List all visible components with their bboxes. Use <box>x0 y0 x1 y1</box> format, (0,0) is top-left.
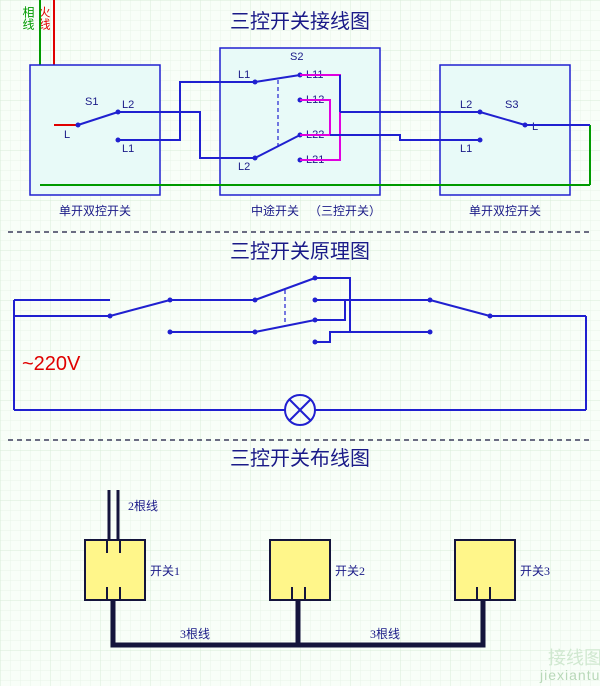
title-routing: 三控开关布线图 <box>230 447 370 470</box>
diagram-canvas: 三控开关接线图 相线 火线 L S1 L2 L1 L1 L2 S2 L11 L1… <box>0 0 600 686</box>
s3-label: S3 <box>505 99 518 111</box>
s3-L2-label: L2 <box>460 99 472 111</box>
s1-label: S1 <box>85 96 98 108</box>
neutral-wire-label: 相线 <box>21 6 35 30</box>
mid-L1-label: L1 <box>238 69 250 81</box>
switch3-label: 开关3 <box>520 564 550 578</box>
switch-box-1 <box>85 540 145 600</box>
voltage-label: ~220V <box>22 353 81 375</box>
switch-box-2 <box>270 540 330 600</box>
title-schematic: 三控开关原理图 <box>230 240 370 263</box>
watermark-line2: jiexiantu <box>539 667 600 683</box>
schR-bot <box>428 330 433 335</box>
three-wires-1: 3根线 <box>180 627 210 641</box>
s1-L-label: L <box>64 129 70 141</box>
mid-box-caption-sub: （三控开关） <box>309 204 381 218</box>
three-wires-2: 3根线 <box>370 627 400 641</box>
s1-L1-label: L1 <box>122 143 134 155</box>
s3-L1-node <box>478 138 483 143</box>
mid-box-caption-main: 中途开关 <box>251 203 299 218</box>
switch-box-3 <box>455 540 515 600</box>
right-box-caption: 单开双控开关 <box>469 204 541 218</box>
s3-L-label: L <box>532 121 538 133</box>
s1-L2-label: L2 <box>122 99 134 111</box>
s2-label: S2 <box>290 51 303 63</box>
title-wiring: 三控开关接线图 <box>230 10 370 33</box>
mid-L2-label: L2 <box>238 161 250 173</box>
switch2-label: 开关2 <box>335 564 365 578</box>
switch1-label: 开关1 <box>150 564 180 578</box>
two-wires-label: 2根线 <box>128 499 158 513</box>
watermark-line1: 接线图 <box>548 648 600 668</box>
left-switch-box <box>30 65 160 195</box>
s3-L1-label: L1 <box>460 143 472 155</box>
right-switch-box <box>440 65 570 195</box>
left-box-caption: 单开双控开关 <box>59 204 131 218</box>
